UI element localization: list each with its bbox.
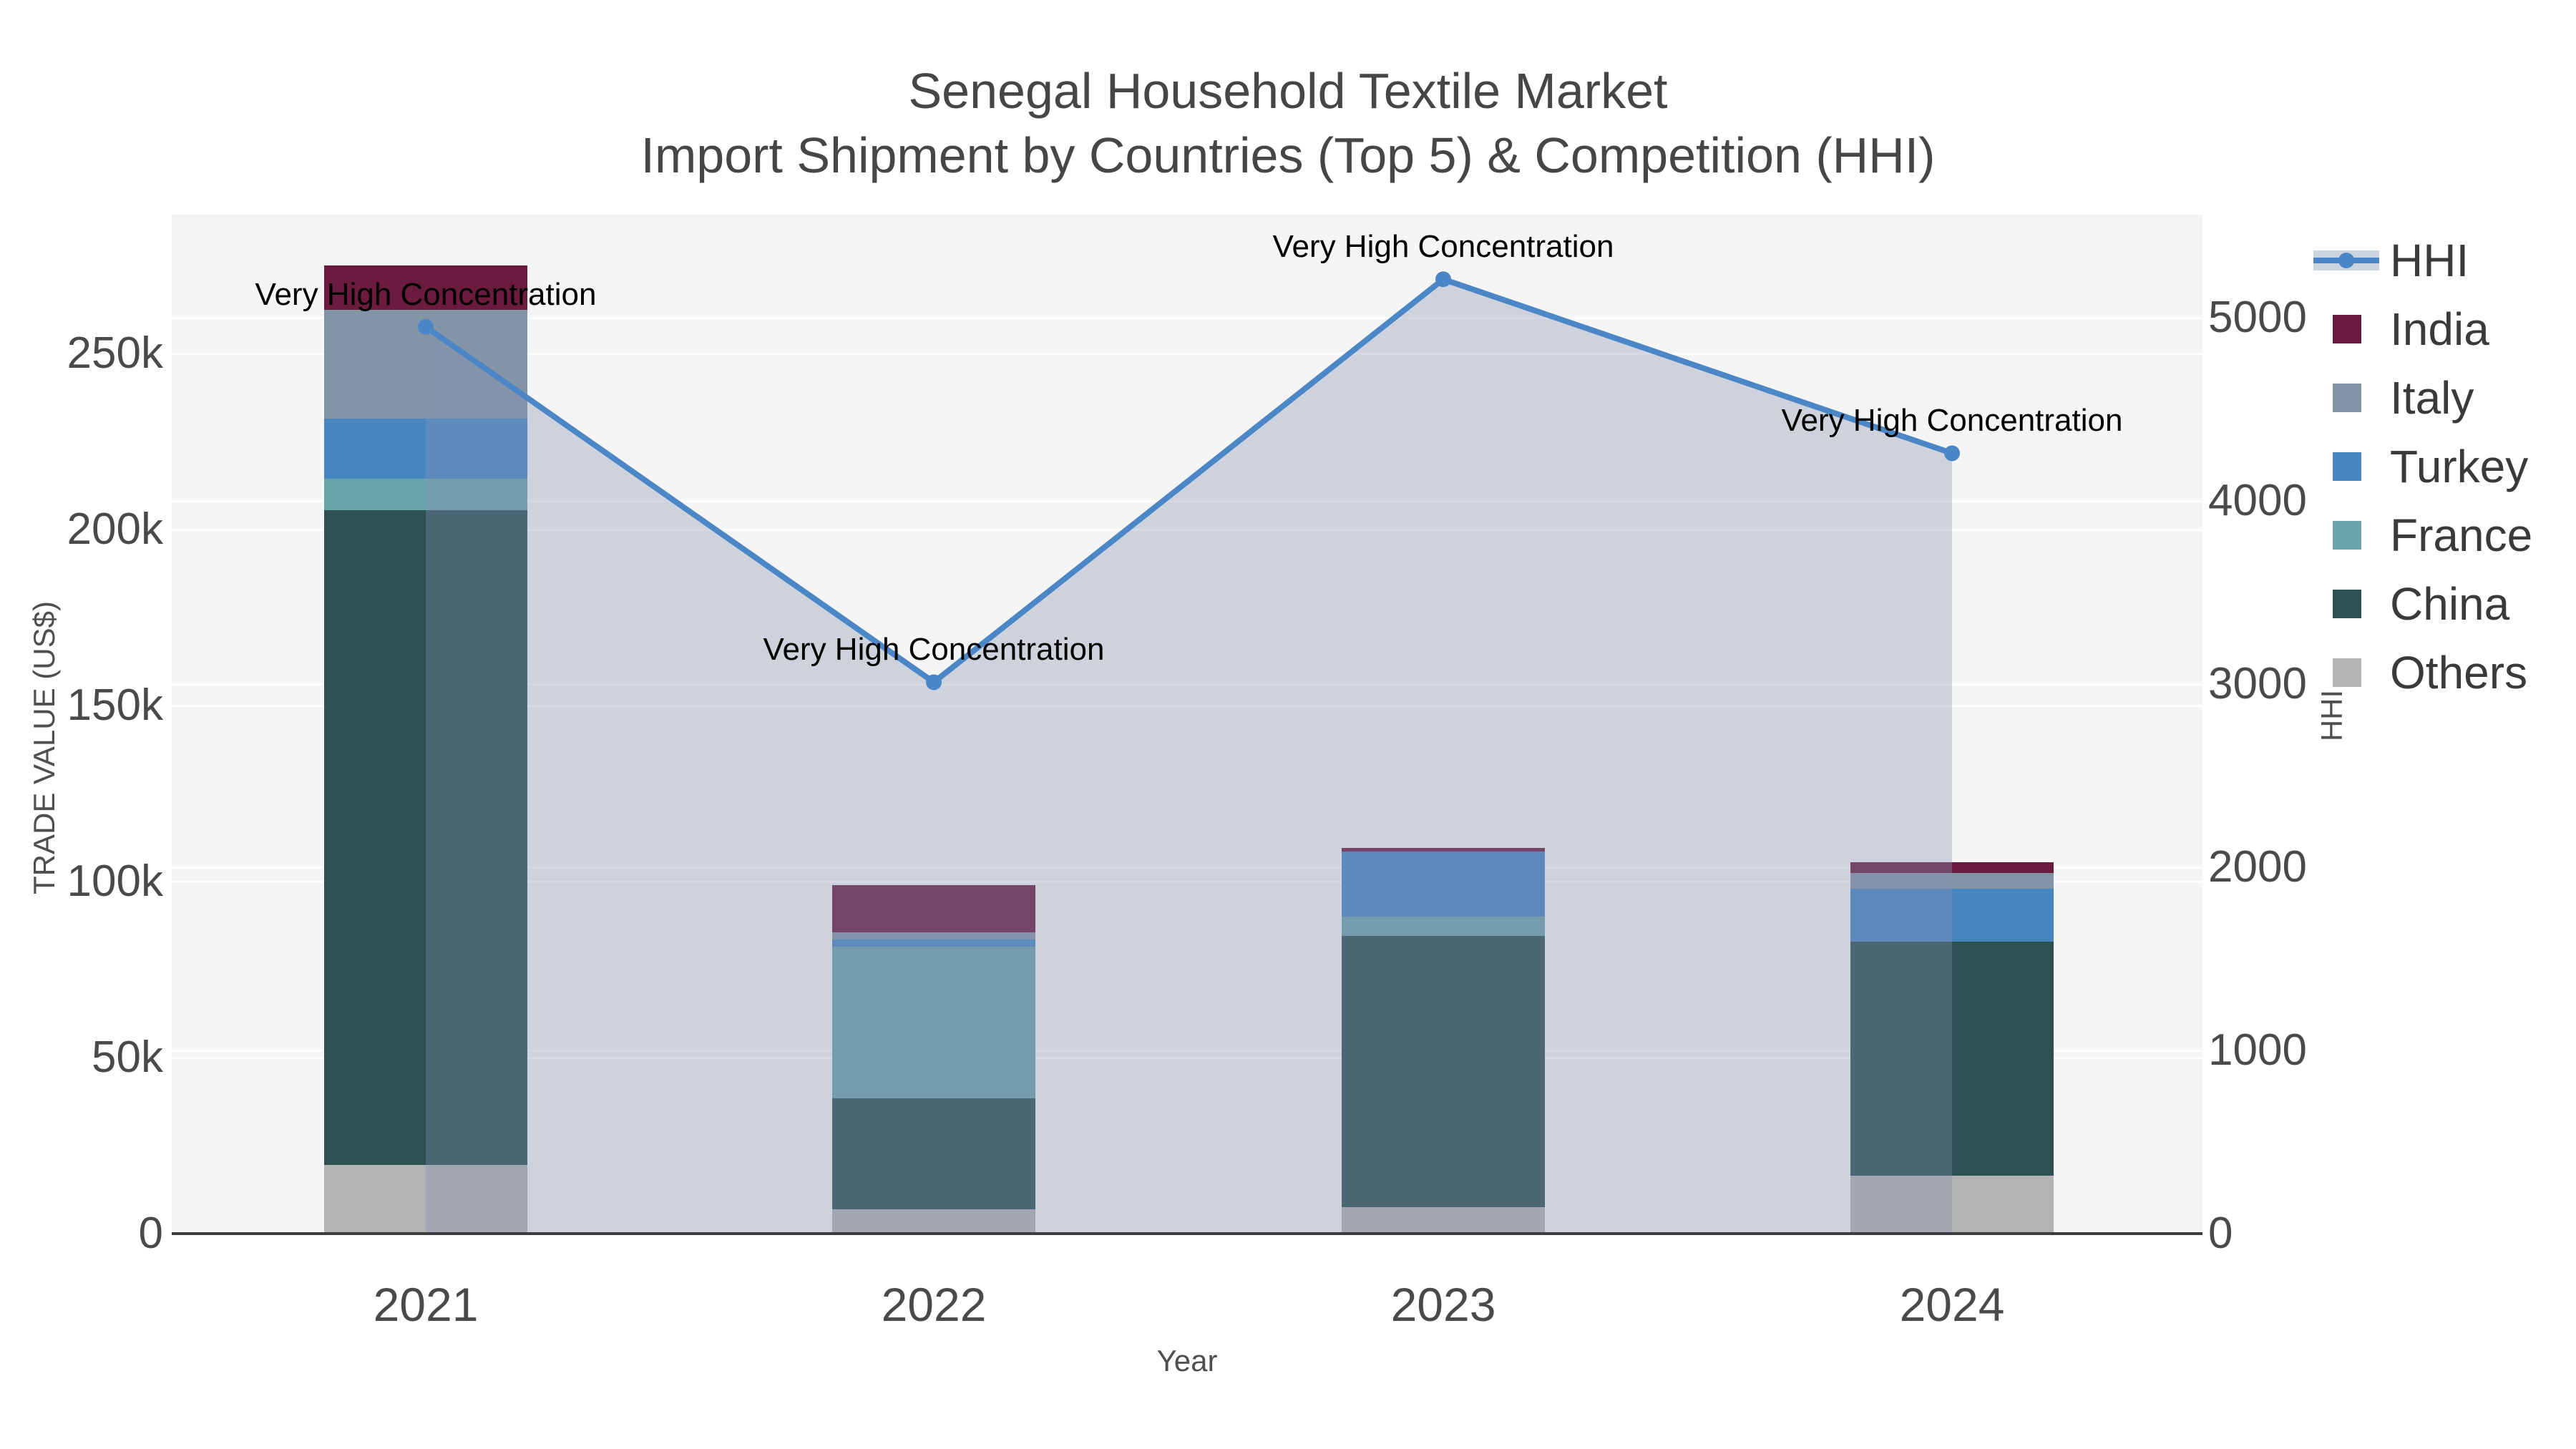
legend-item-label: Turkey (2390, 441, 2529, 492)
y-right-tick-label: 4000 (2208, 476, 2307, 525)
bar-segment-france-2023 (1342, 917, 1545, 937)
legend-swatch-icon (2313, 501, 2390, 570)
hhi-marker-2022 (926, 674, 942, 691)
bar-segment-turkey-2024 (1850, 888, 2054, 942)
bar-segment-china-2022 (832, 1098, 1035, 1209)
x-axis-label: Year (1156, 1344, 1218, 1377)
x-tick-label-2022: 2022 (881, 1278, 987, 1331)
gridline-left (172, 528, 2202, 531)
bar-segment-turkey-2022 (832, 940, 1035, 947)
bar-segment-india-2022 (832, 884, 1035, 933)
legend-swatch-icon (2313, 295, 2390, 364)
annotation-2021: Very High Concentration (255, 276, 597, 312)
bar-segment-india-2023 (1342, 848, 1545, 852)
gridline-right (172, 683, 2202, 686)
chart-title-line2: Import Shipment by Countries (Top 5) & C… (640, 127, 1936, 183)
gridline-right (172, 499, 2202, 502)
legend-item-label: China (2390, 578, 2510, 630)
legend-color-swatch (2333, 658, 2361, 687)
x-axis-line (172, 1232, 2202, 1235)
bar-segment-china-2024 (1850, 941, 2054, 1176)
legend-item-label: France (2390, 509, 2533, 561)
bar-segment-india-2024 (1850, 862, 2054, 873)
gridline-right (172, 1049, 2202, 1052)
legend-item-others[interactable]: Others (2313, 638, 2575, 707)
bar-segment-china-2021 (324, 509, 527, 1166)
y-right-tick-label: 1000 (2208, 1025, 2307, 1075)
gridline-left (172, 1056, 2202, 1059)
y-left-tick-label: 150k (67, 680, 163, 730)
hhi-line-chart (418, 271, 1960, 1234)
hhi-marker-2024 (1944, 445, 1960, 462)
y-left-tick-label: 250k (67, 328, 163, 378)
bar-segment-italy-2024 (1850, 872, 2054, 889)
bar-segment-others-2021 (324, 1165, 527, 1234)
annotation-2023: Very High Concentration (1272, 229, 1614, 265)
legend-color-swatch (2333, 384, 2361, 412)
x-tick-label-2024: 2024 (1899, 1278, 2005, 1331)
bar-segment-others-2022 (832, 1209, 1035, 1234)
legend-item-italy[interactable]: Italy (2313, 364, 2575, 432)
y-right-tick-label: 5000 (2208, 293, 2307, 342)
hhi-line (424, 275, 1953, 686)
legend-item-india[interactable]: India (2313, 295, 2575, 364)
legend-item-hhi[interactable]: HHI (2313, 226, 2575, 295)
legend-color-swatch (2333, 590, 2361, 618)
legend-swatch-icon (2313, 638, 2390, 707)
legend-swatch-icon (2313, 570, 2390, 638)
gridline-left (172, 880, 2202, 883)
x-tick-label-2023: 2023 (1390, 1278, 1496, 1331)
hhi-line-sample-icon (2313, 226, 2390, 295)
hhi-area-fill (426, 279, 1952, 1234)
hhi-marker-sample (2338, 253, 2354, 268)
legend-color-swatch (2333, 521, 2361, 550)
legend: HHI India Italy Turkey France China Others (2313, 226, 2575, 707)
y-right-tick-label: 2000 (2208, 842, 2307, 892)
gridline-left (172, 704, 2202, 707)
y-left-tick-label: 100k (67, 857, 163, 906)
bar-segment-france-2022 (832, 947, 1035, 1098)
bar-segment-china-2023 (1342, 936, 1545, 1208)
bar-segment-turkey-2023 (1342, 852, 1545, 917)
bar-segment-france-2021 (324, 478, 527, 510)
hhi-marker-2021 (418, 318, 434, 335)
gridline-right (172, 866, 2202, 869)
legend-item-turkey[interactable]: Turkey (2313, 432, 2575, 501)
y-right-tick-label: 3000 (2208, 659, 2307, 708)
legend-item-label: Italy (2390, 372, 2474, 424)
y-left-tick-label: 0 (138, 1209, 163, 1258)
annotation-2024: Very High Concentration (1781, 403, 2123, 439)
x-tick-label-2021: 2021 (373, 1278, 479, 1331)
hhi-marker-2023 (1435, 271, 1451, 288)
legend-item-label: Others (2390, 647, 2528, 698)
bar-segment-turkey-2021 (324, 419, 527, 479)
y-left-tick-label: 200k (67, 504, 163, 554)
legend-color-swatch (2333, 452, 2361, 481)
gridline-left (172, 352, 2202, 355)
legend-swatch-icon (2313, 432, 2390, 501)
chart-title-line1: Senegal Household Textile Market (908, 63, 1668, 119)
bar-segment-others-2024 (1850, 1175, 2054, 1234)
bar-segment-italy-2022 (832, 932, 1035, 940)
y-right-tick-label: 0 (2208, 1209, 2233, 1258)
legend-item-france[interactable]: France (2313, 501, 2575, 570)
legend-item-china[interactable]: China (2313, 570, 2575, 638)
legend-color-swatch (2333, 315, 2361, 343)
y-left-axis-label: TRADE VALUE (US$) (27, 601, 61, 894)
annotation-2022: Very High Concentration (763, 632, 1105, 668)
gridline-right (172, 316, 2202, 319)
legend-swatch-icon (2313, 364, 2390, 432)
bar-segment-india-2021 (324, 265, 527, 310)
y-left-tick-label: 50k (92, 1033, 163, 1082)
legend-item-label: India (2390, 303, 2489, 355)
legend-item-label: HHI (2390, 235, 2469, 286)
bar-segment-others-2023 (1342, 1207, 1545, 1234)
